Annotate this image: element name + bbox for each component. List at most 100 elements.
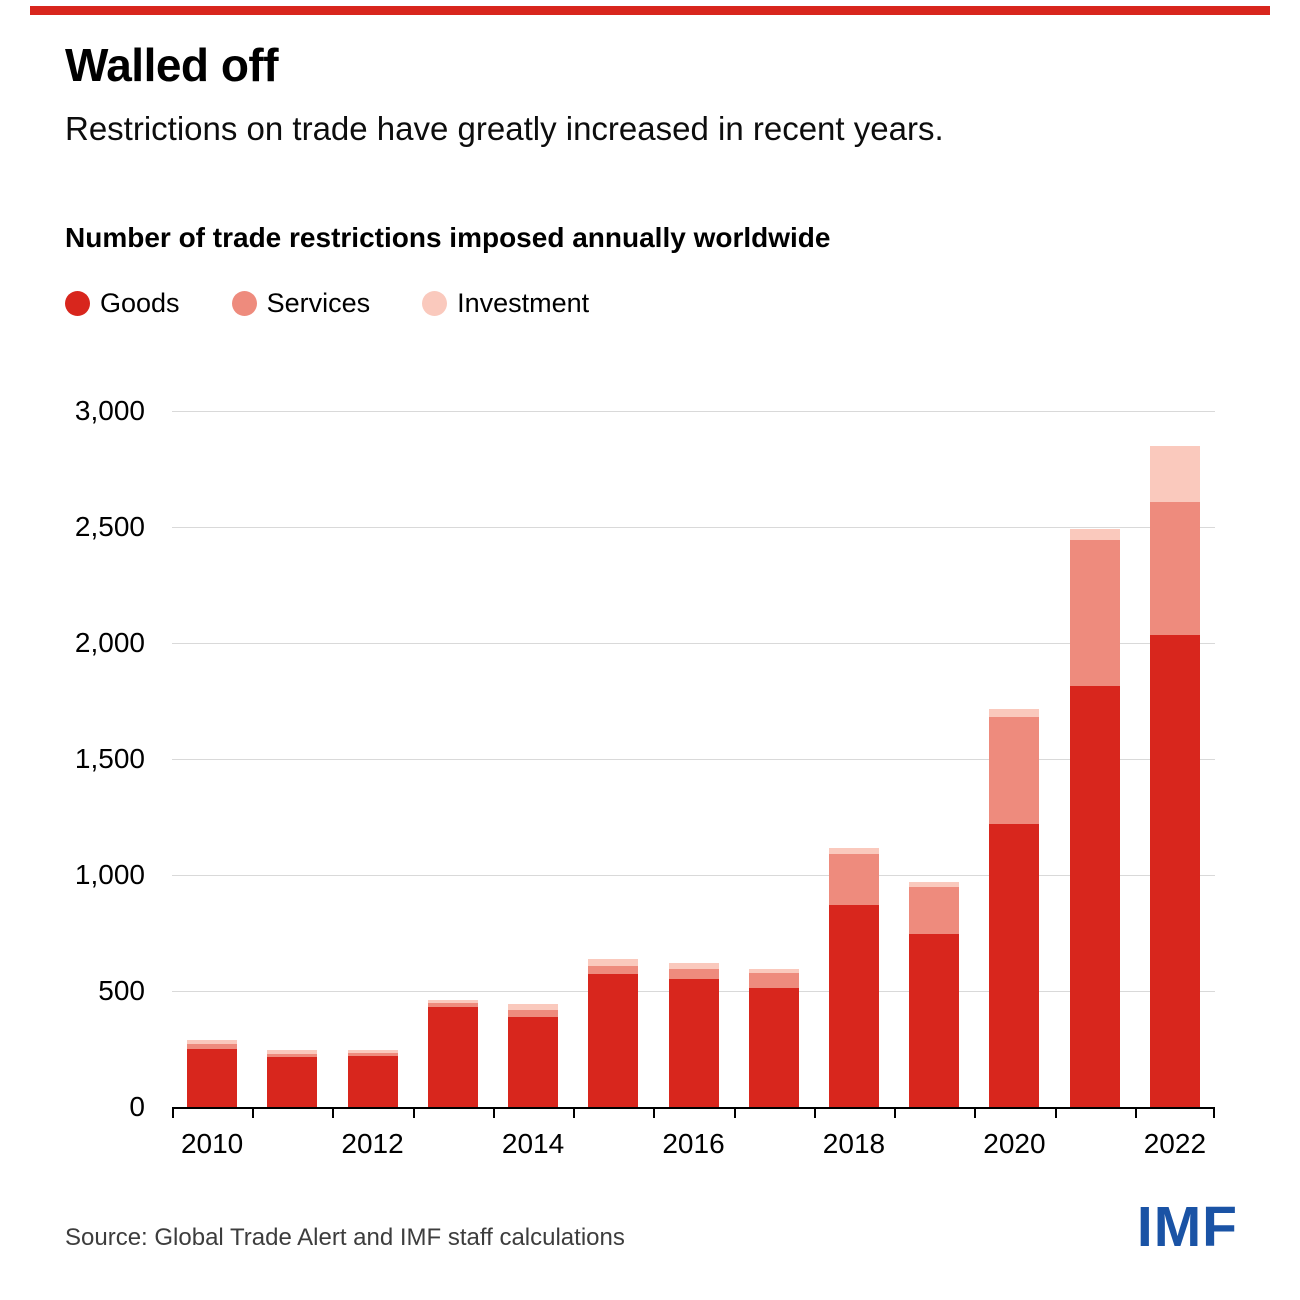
axis-tick-1: [252, 1107, 255, 1118]
bar-segment-goods-2016: [668, 979, 719, 1107]
x-axis-label-2020: 2020: [983, 1128, 1046, 1159]
plot-area: [172, 411, 1215, 1118]
bar-segment-services-2010: [187, 1044, 238, 1049]
axis-tick-3: [412, 1107, 415, 1118]
investment-swatch-icon: [422, 291, 448, 316]
bar-slot-2020: [974, 411, 1054, 1107]
bar-segment-investment-2022: [1149, 445, 1200, 502]
goods-swatch-icon: [65, 291, 90, 316]
bar-slot-2022: [1135, 411, 1215, 1107]
bar-segment-services-2021: [1069, 539, 1120, 686]
y-axis-label-1500: 1,500: [74, 743, 145, 774]
bar-segment-goods-2021: [1069, 685, 1120, 1107]
gridline-1000: [172, 875, 1215, 876]
bar-2021: [1069, 529, 1120, 1107]
y-axis-label-1000: 1,000: [74, 859, 145, 890]
y-axis-label-2500: 2,500: [74, 511, 145, 542]
axis-tick-4: [492, 1107, 495, 1118]
services-swatch-icon: [231, 291, 257, 316]
bar-slot-2013: [413, 411, 493, 1107]
y-axis-label-2000: 2,000: [74, 627, 145, 658]
axis-tick-13: [1213, 1107, 1215, 1118]
bar-slot-2016: [653, 411, 733, 1107]
bar-segment-goods-2020: [989, 823, 1040, 1107]
bar-2022: [1149, 445, 1200, 1107]
bar-segment-services-2019: [909, 886, 960, 935]
page-title: Walled off: [65, 39, 279, 91]
axis-tick-5: [573, 1107, 576, 1118]
bar-segment-investment-2013: [427, 999, 478, 1004]
bar-segment-goods-2022: [1149, 634, 1200, 1107]
bar-segment-services-2020: [989, 717, 1040, 824]
bar-2018: [828, 848, 879, 1107]
y-axis-label-500: 500: [98, 975, 145, 1006]
axis-tick-6: [653, 1107, 656, 1118]
x-axis-label-2010: 2010: [180, 1128, 244, 1159]
y-axis-labels: 0 500 1,000 1,500 2,000 2,500 3,000: [40, 395, 145, 1122]
legend: Goods Services Investment: [65, 288, 641, 319]
legend-label-goods: Goods: [100, 288, 180, 318]
bar-2011: [267, 1050, 318, 1107]
bar-2016: [668, 962, 719, 1107]
x-axis-label-2016: 2016: [662, 1128, 725, 1159]
axis-tick-9: [894, 1107, 897, 1118]
bar-segment-goods-2019: [909, 934, 960, 1107]
legend-item-services: Services: [231, 288, 371, 319]
imf-logo: IMF: [1136, 1195, 1238, 1259]
bar-slot-2012: [332, 411, 412, 1107]
bar-segment-investment-2011: [267, 1050, 318, 1054]
x-axis-label-2014: 2014: [501, 1128, 565, 1159]
legend-item-goods: Goods: [65, 288, 180, 319]
legend-label-investment: Investment: [457, 288, 590, 318]
legend-item-investment: Investment: [422, 288, 589, 319]
bar-segment-goods-2015: [588, 973, 639, 1107]
axis-tick-0: [172, 1107, 174, 1118]
axis-tick-12: [1134, 1107, 1137, 1118]
bar-slot-2010: [172, 411, 252, 1107]
bar-segment-goods-2011: [267, 1057, 318, 1107]
bar-2020: [989, 709, 1040, 1107]
bar-segment-services-2012: [347, 1052, 398, 1057]
bar-segment-goods-2010: [187, 1049, 238, 1107]
source-note: Source: Global Trade Alert and IMF staff…: [65, 1224, 625, 1251]
bar-segment-investment-2016: [668, 962, 719, 969]
header: Walled off Restrictions on trade have gr…: [65, 40, 1235, 148]
bar-slot-2018: [814, 411, 894, 1107]
bar-slot-2017: [734, 411, 814, 1107]
bar-segment-services-2016: [668, 968, 719, 980]
bar-slot-2015: [573, 411, 653, 1107]
bar-segment-investment-2019: [909, 882, 960, 887]
gridline-1500: [172, 759, 1215, 760]
axis-tick-11: [1054, 1107, 1057, 1118]
bar-segment-services-2014: [508, 1010, 559, 1017]
bar-segment-investment-2021: [1069, 529, 1120, 540]
y-axis-label-3000: 3,000: [74, 395, 145, 426]
bar-segment-services-2018: [828, 854, 879, 906]
bar-2019: [909, 882, 960, 1107]
bar-segment-goods-2012: [347, 1056, 398, 1107]
bar-slot-2021: [1055, 411, 1135, 1107]
top-accent-bar: [30, 6, 1270, 15]
bar-segment-investment-2018: [828, 848, 879, 855]
gridline-3000: [172, 411, 1215, 412]
x-axis-labels: 2010 2012 2014 2016 2018 2020 2022: [172, 1127, 1215, 1167]
bar-segment-services-2017: [748, 973, 799, 988]
axis-tick-10: [974, 1107, 977, 1118]
bar-segment-investment-2017: [748, 968, 799, 974]
bar-2013: [427, 999, 478, 1107]
y-axis-label-0: 0: [129, 1091, 145, 1122]
x-axis-label-2012: 2012: [341, 1128, 404, 1159]
bar-2010: [187, 1040, 238, 1107]
axis-tick-2: [332, 1107, 335, 1118]
bar-segment-services-2022: [1149, 501, 1200, 635]
bar-segment-services-2011: [267, 1053, 318, 1058]
bar-segment-services-2013: [427, 1003, 478, 1008]
bar-2014: [508, 1004, 559, 1107]
bar-segment-investment-2020: [989, 709, 1040, 718]
bar-2017: [748, 968, 799, 1107]
legend-label-services: Services: [266, 288, 371, 318]
bar-segment-goods-2013: [427, 1007, 478, 1107]
gridline-2500: [172, 527, 1215, 528]
bar-segment-investment-2012: [347, 1049, 398, 1053]
bar-slot-2011: [252, 411, 332, 1107]
